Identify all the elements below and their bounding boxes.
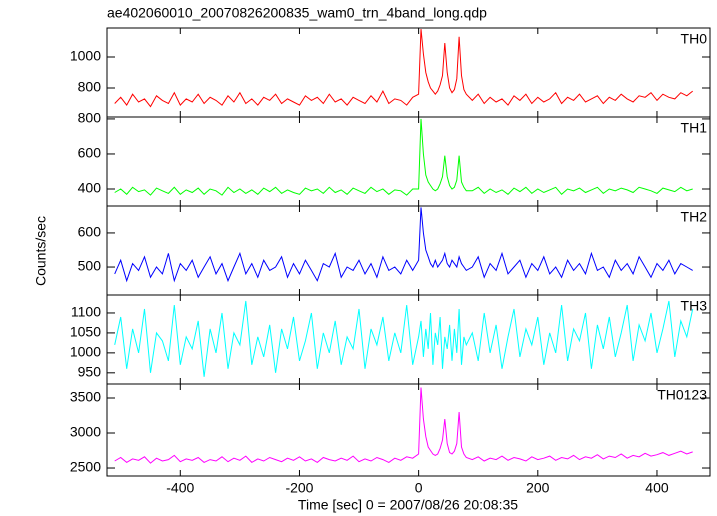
- x-axis-label: Time [sec] 0 = 2007/08/26 20:08:35: [298, 497, 518, 513]
- panel-frame: [106, 205, 711, 296]
- y-tick-label: 3000: [70, 424, 101, 440]
- y-tick-label: 1100: [71, 304, 101, 320]
- chart-title: ae402060010_20070826200835_wam0_trn_4ban…: [107, 5, 487, 21]
- panel-label: TH1: [681, 120, 708, 136]
- y-tick-label: 600: [78, 145, 102, 161]
- y-tick-label: 800: [78, 110, 102, 126]
- light-curve: [114, 118, 693, 196]
- y-tick-label: 1000: [70, 344, 101, 360]
- x-tick-label: 200: [526, 480, 550, 496]
- x-tick-label: 0: [415, 480, 423, 496]
- light-curve: [114, 387, 693, 464]
- y-tick-label: 800: [78, 79, 102, 95]
- panel-frame: [106, 383, 711, 477]
- x-tick-label: -400: [166, 480, 194, 496]
- y-tick-label: 600: [78, 224, 102, 240]
- panel-label: TH0123: [657, 387, 707, 403]
- x-tick-label: -200: [285, 480, 313, 496]
- y-axis-label: Counts/sec: [33, 216, 49, 286]
- y-tick-label: 1000: [70, 48, 101, 64]
- y-tick-label: 2500: [70, 459, 101, 475]
- y-tick-label: 500: [78, 258, 102, 274]
- panel-label: TH3: [681, 298, 708, 314]
- light-curve: [114, 29, 694, 108]
- y-tick-label: 950: [78, 364, 102, 380]
- y-tick-label: 3500: [70, 389, 101, 405]
- light-curve: [114, 207, 693, 283]
- x-tick-label: 400: [645, 480, 669, 496]
- panel-frame: [106, 27, 711, 118]
- y-tick-label: 1050: [70, 324, 101, 340]
- panel-label: TH2: [681, 209, 708, 225]
- light-curve: [114, 300, 694, 377]
- y-tick-label: 400: [78, 180, 102, 196]
- panel-label: TH0: [681, 31, 708, 47]
